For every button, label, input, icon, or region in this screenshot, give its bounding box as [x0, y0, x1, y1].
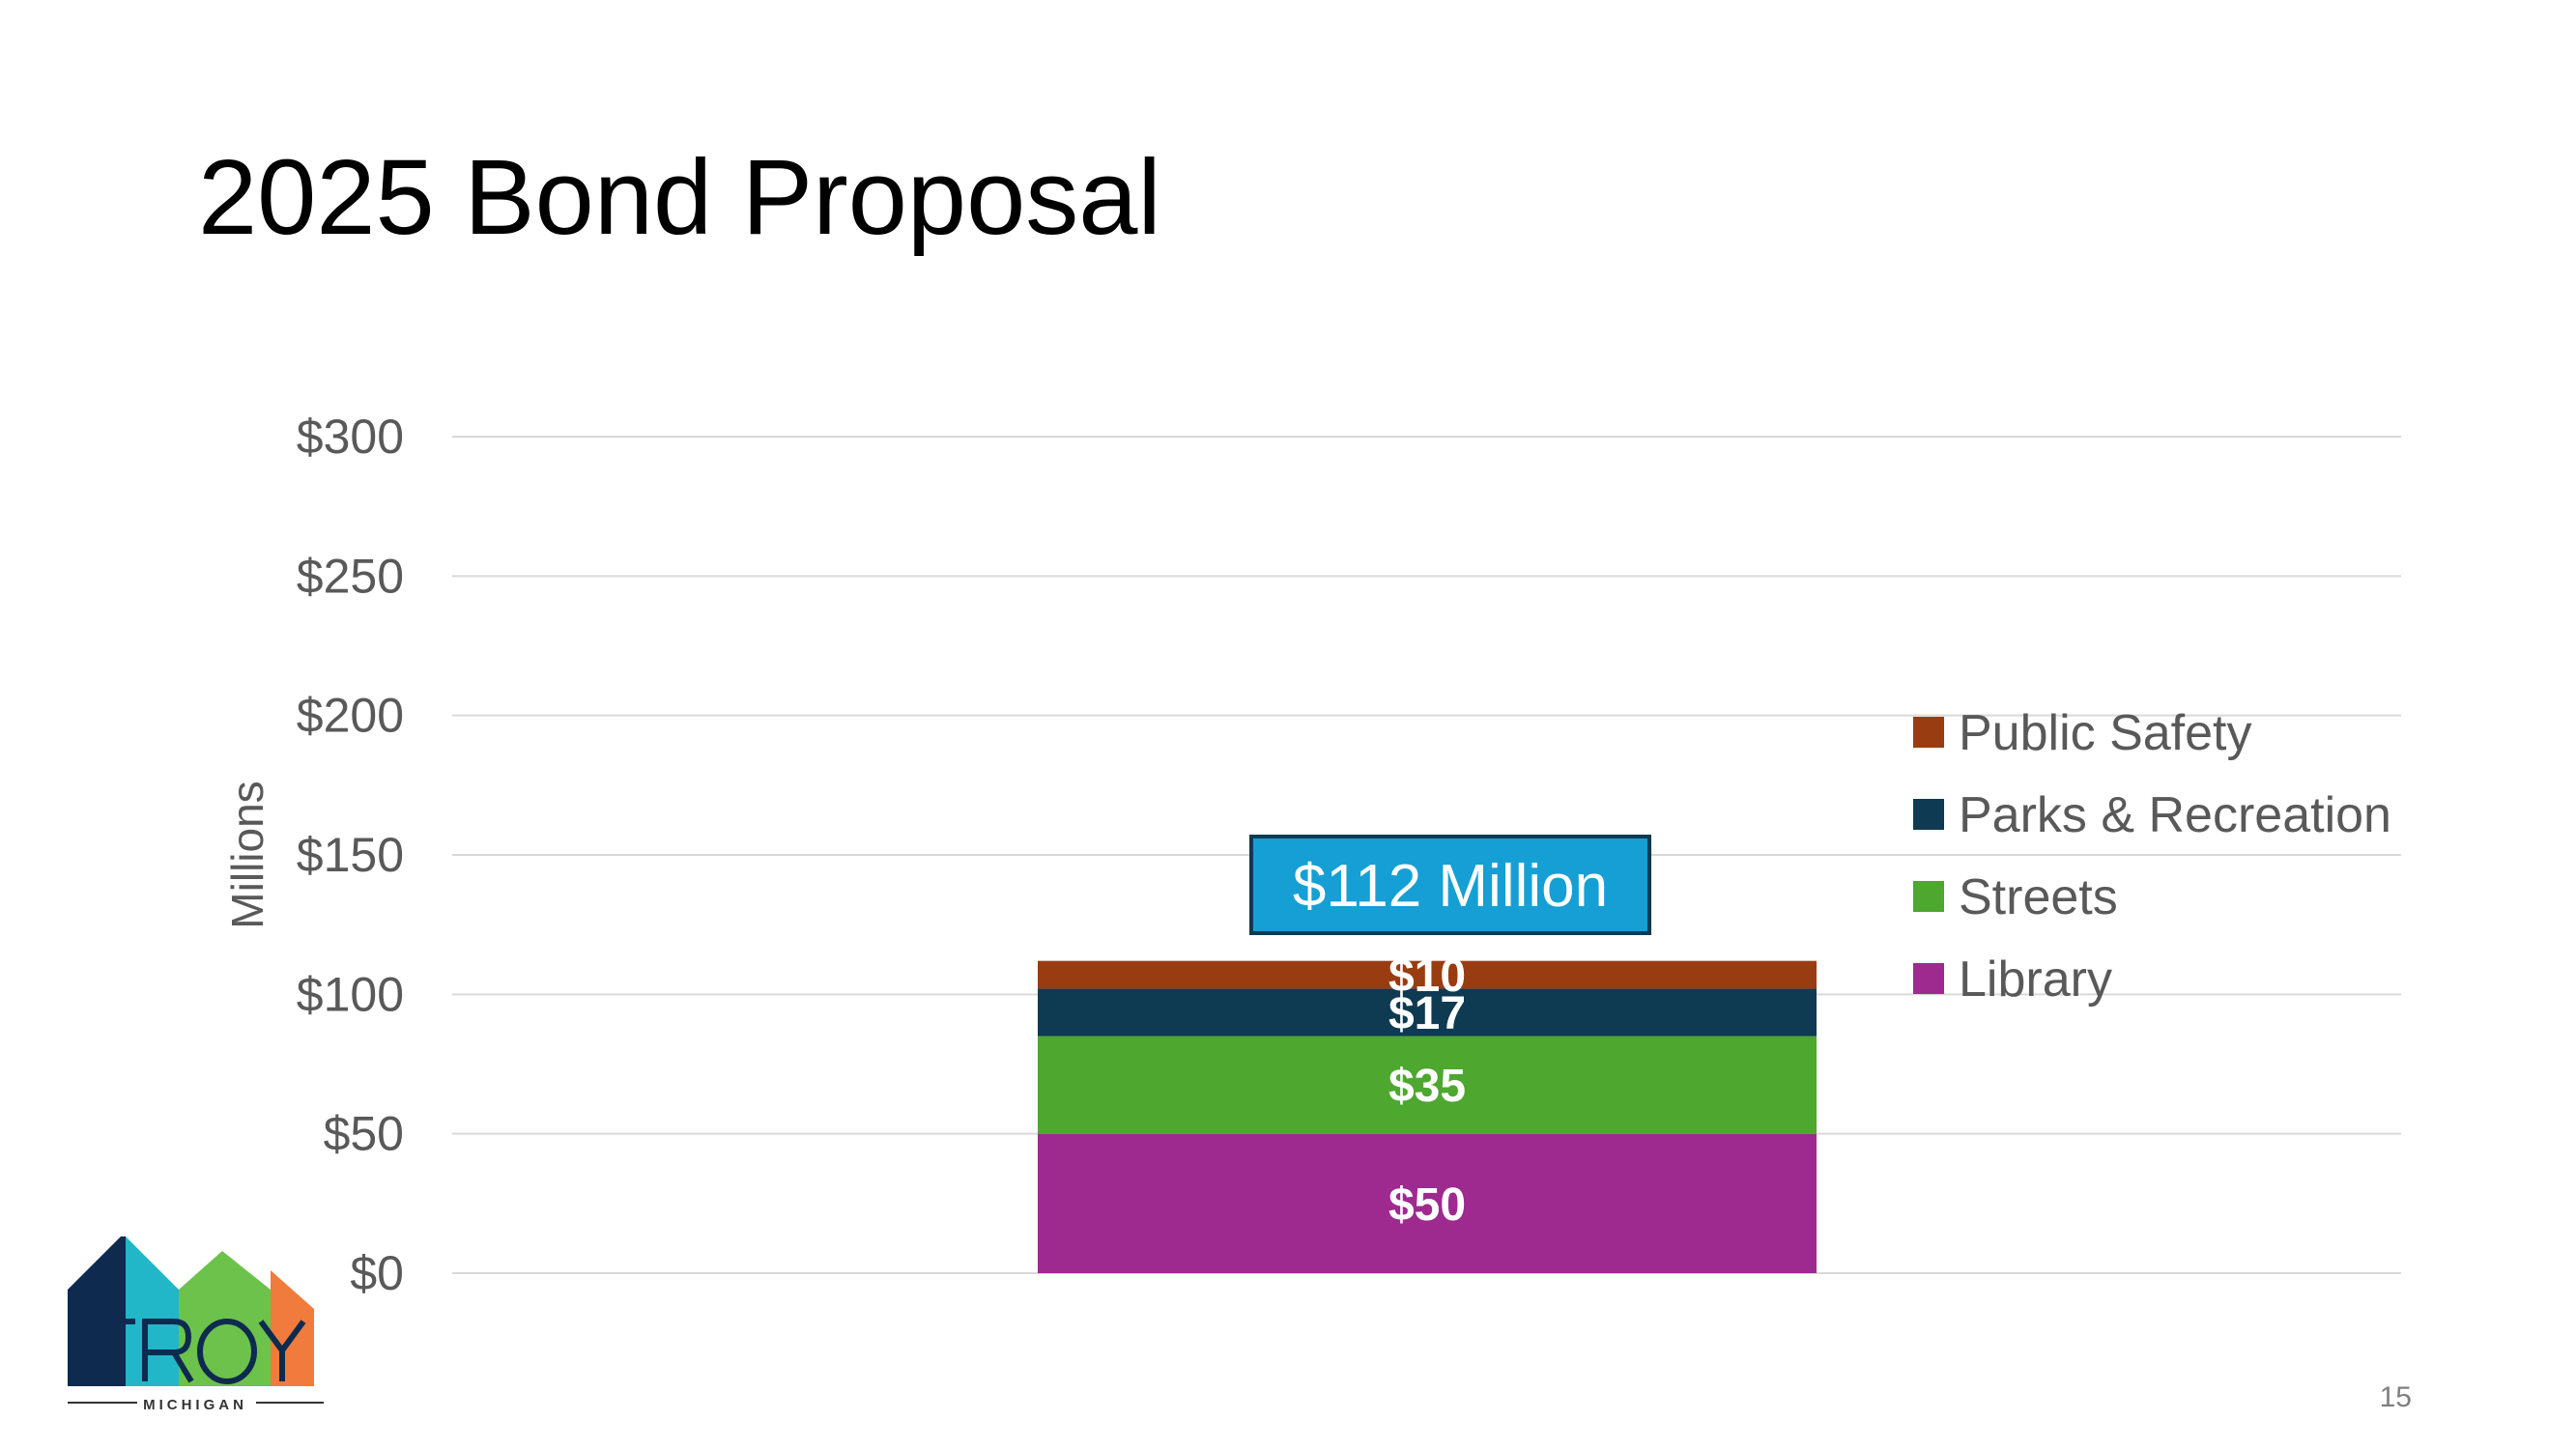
legend: Public Safety Parks & Recreation Streets Li…	[1913, 705, 2391, 1008]
y-tick-label: $0	[350, 1246, 404, 1300]
legend-swatch	[1913, 963, 1944, 994]
data-label: $50	[1388, 1179, 1466, 1231]
y-axis-ticks: $0 $50 $100 $150 $200 $250 $300	[297, 410, 404, 1300]
legend-label: Streets	[1959, 869, 2118, 925]
total-callout-text: $112 Million	[1293, 853, 1608, 920]
legend-swatch	[1913, 799, 1944, 830]
data-label: $17	[1388, 988, 1466, 1039]
legend-swatch	[1913, 881, 1944, 912]
y-tick-label: $150	[297, 828, 404, 882]
total-callout: $112 Million	[1249, 835, 1651, 935]
logo-subtext: MICHIGAN	[143, 1397, 247, 1413]
y-tick-label: $200	[297, 689, 404, 743]
bar-segment	[1038, 1133, 1817, 1273]
bar-segment	[1038, 988, 1817, 1037]
y-axis-title: Millions	[222, 781, 272, 928]
data-label: $10	[1388, 951, 1466, 1002]
page-number: 15	[2379, 1381, 2412, 1413]
bar-segment	[1038, 960, 1817, 989]
y-tick-label: $50	[324, 1107, 404, 1161]
data-label: $35	[1388, 1061, 1466, 1112]
total-callout-box	[1249, 835, 1651, 935]
legend-swatch	[1913, 717, 1944, 748]
bar-segment	[1038, 1036, 1817, 1134]
y-tick-label: $100	[297, 967, 404, 1021]
y-tick-label: $250	[297, 549, 404, 603]
bar-segments	[1038, 960, 1817, 1273]
legend-label: Parks & Recreation	[1959, 787, 2391, 843]
legend-label: Library	[1959, 952, 2112, 1008]
legend-label: Public Safety	[1959, 705, 2252, 761]
troy-michigan-logo: MICHIGAN	[68, 1236, 324, 1413]
y-tick-label: $300	[297, 410, 404, 464]
data-labels: $50 $35 $17$10	[1388, 951, 1466, 1231]
slide-title: 2025 Bond Proposal	[198, 138, 1161, 257]
